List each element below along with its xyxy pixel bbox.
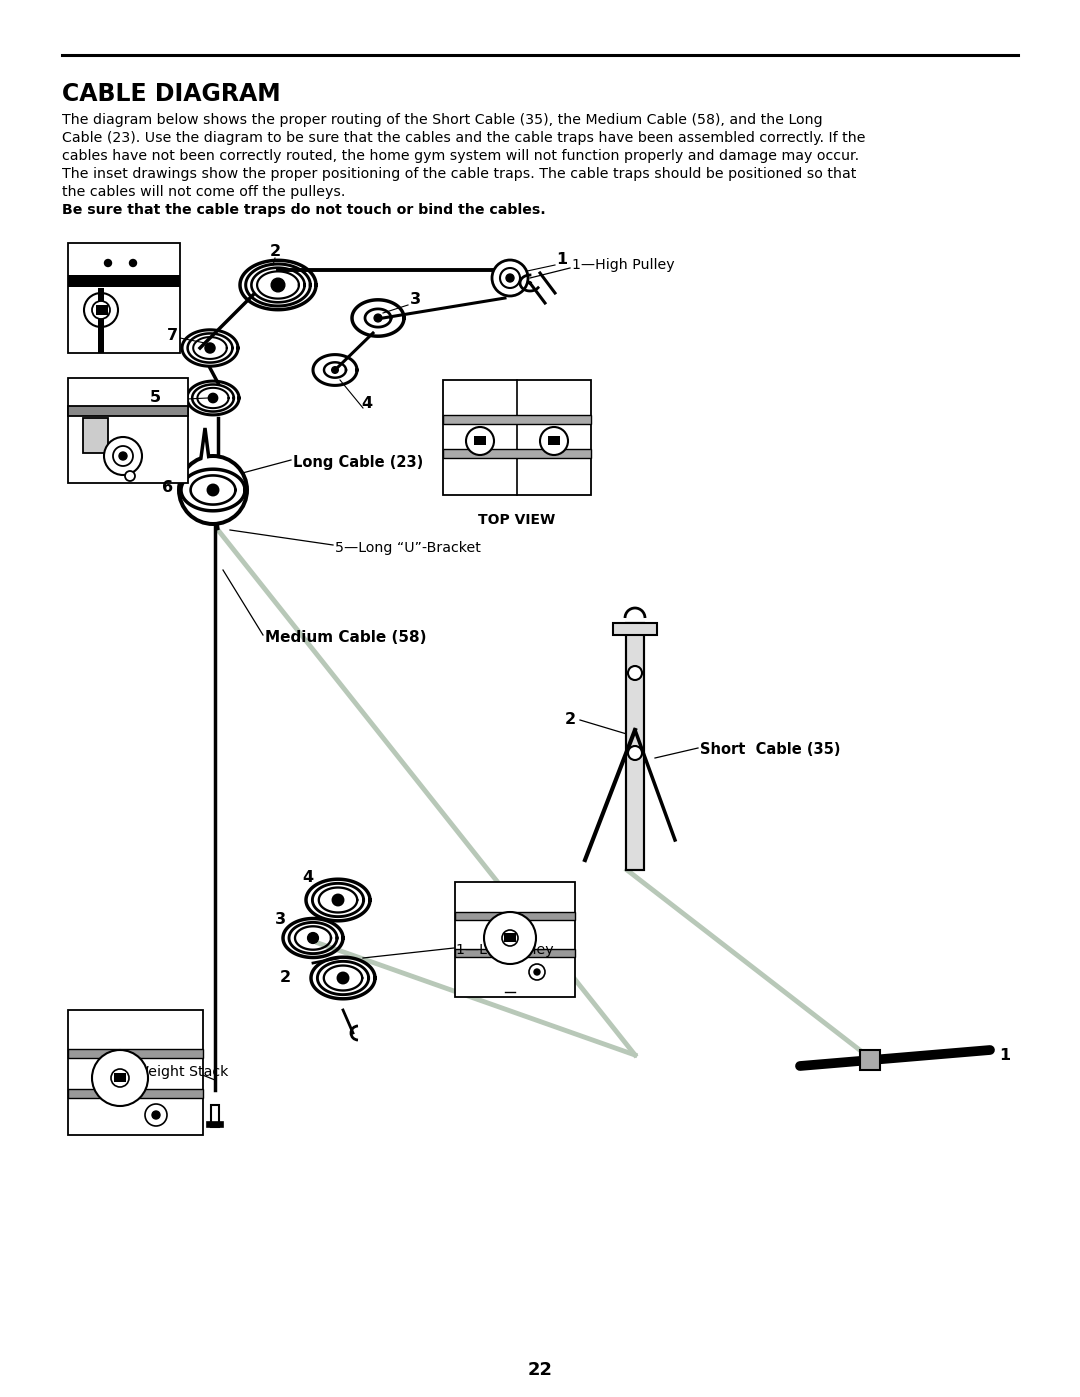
Bar — [98, 288, 104, 353]
Text: The inset drawings show the proper positioning of the cable traps. The cable tra: The inset drawings show the proper posit… — [62, 168, 856, 182]
Circle shape — [271, 278, 285, 292]
Circle shape — [374, 314, 382, 321]
Text: 4: 4 — [362, 395, 373, 411]
Circle shape — [500, 268, 519, 288]
Bar — [504, 933, 516, 942]
Text: 3: 3 — [409, 292, 420, 307]
Polygon shape — [198, 427, 218, 529]
Circle shape — [308, 933, 319, 943]
Text: 3: 3 — [274, 912, 285, 928]
Circle shape — [113, 446, 133, 467]
Bar — [626, 623, 644, 870]
Text: 1: 1 — [556, 253, 568, 267]
Circle shape — [507, 274, 514, 282]
Bar — [443, 448, 591, 458]
Text: Short  Cable (35): Short Cable (35) — [700, 742, 840, 757]
Text: Cable (23). Use the diagram to be sure that the cables and the cable traps have : Cable (23). Use the diagram to be sure t… — [62, 131, 865, 145]
Circle shape — [104, 437, 141, 475]
Circle shape — [465, 427, 494, 455]
Circle shape — [540, 427, 568, 455]
Circle shape — [627, 666, 642, 680]
Circle shape — [84, 293, 118, 327]
Bar — [455, 912, 575, 921]
Bar — [68, 407, 188, 416]
Bar — [613, 623, 657, 636]
Circle shape — [207, 485, 219, 496]
Bar — [443, 380, 591, 495]
Circle shape — [130, 260, 136, 267]
Circle shape — [484, 912, 536, 964]
Text: 2: 2 — [280, 971, 291, 985]
Bar — [68, 379, 188, 483]
Bar — [626, 623, 644, 870]
Bar — [548, 436, 561, 446]
Text: 4: 4 — [302, 870, 313, 886]
Bar — [443, 448, 591, 458]
Circle shape — [119, 453, 127, 460]
Circle shape — [502, 930, 518, 946]
Bar — [455, 949, 575, 957]
Circle shape — [105, 260, 111, 267]
Bar — [83, 418, 108, 453]
Bar — [443, 415, 591, 425]
Text: Medium Cable (58): Medium Cable (58) — [265, 630, 427, 645]
Text: 22: 22 — [527, 1361, 553, 1379]
Bar — [455, 882, 575, 997]
Bar — [96, 305, 108, 314]
Circle shape — [181, 458, 245, 522]
Circle shape — [92, 300, 110, 319]
Bar — [443, 415, 591, 425]
Bar — [455, 912, 575, 921]
Text: the cables will not come off the pulleys.: the cables will not come off the pulleys… — [62, 184, 350, 198]
Circle shape — [92, 1051, 148, 1106]
Text: 6: 6 — [162, 481, 174, 496]
Text: Be sure that the cable traps do not touch or bind the cables.: Be sure that the cable traps do not touc… — [62, 203, 545, 217]
Text: 1: 1 — [999, 1048, 1011, 1063]
Bar — [68, 1010, 203, 1134]
Circle shape — [208, 394, 218, 402]
Bar — [68, 1049, 203, 1058]
Circle shape — [111, 1069, 129, 1087]
Circle shape — [627, 746, 642, 760]
Text: 7: 7 — [166, 327, 177, 342]
Text: CABLE DIAGRAM: CABLE DIAGRAM — [62, 82, 281, 106]
Circle shape — [529, 964, 545, 981]
Bar — [68, 1049, 203, 1058]
Circle shape — [332, 366, 338, 373]
Circle shape — [492, 260, 528, 296]
Circle shape — [337, 972, 349, 983]
Text: cables have not been correctly routed, the home gym system will not function pro: cables have not been correctly routed, t… — [62, 149, 859, 163]
Text: 1—Low Pulley: 1—Low Pulley — [456, 943, 554, 957]
Bar — [211, 1105, 219, 1127]
Circle shape — [125, 471, 135, 481]
Circle shape — [145, 1104, 167, 1126]
Bar — [114, 1073, 126, 1083]
Text: TOP VIEW: TOP VIEW — [478, 513, 555, 527]
Text: 8—Weight Stack: 8—Weight Stack — [112, 1065, 228, 1078]
Circle shape — [205, 342, 215, 353]
Text: 5: 5 — [149, 391, 161, 405]
Bar — [68, 1090, 203, 1098]
Bar — [474, 436, 486, 446]
Bar — [207, 1122, 222, 1127]
Bar — [68, 407, 188, 416]
Bar — [860, 1051, 880, 1070]
Text: 1—High Pulley: 1—High Pulley — [572, 258, 675, 272]
Circle shape — [333, 894, 343, 905]
Circle shape — [177, 454, 249, 527]
Circle shape — [152, 1111, 160, 1119]
Circle shape — [534, 970, 540, 975]
Text: 2: 2 — [565, 712, 576, 728]
Text: The diagram below shows the proper routing of the Short Cable (35), the Medium C: The diagram below shows the proper routi… — [62, 113, 823, 127]
Bar — [68, 243, 180, 353]
Bar — [455, 949, 575, 957]
Bar — [68, 1090, 203, 1098]
Bar — [68, 275, 180, 286]
Text: Long Cable (23): Long Cable (23) — [293, 454, 423, 469]
Text: 2: 2 — [269, 244, 281, 260]
Text: 5—Long “U”-Bracket: 5—Long “U”-Bracket — [335, 541, 481, 555]
